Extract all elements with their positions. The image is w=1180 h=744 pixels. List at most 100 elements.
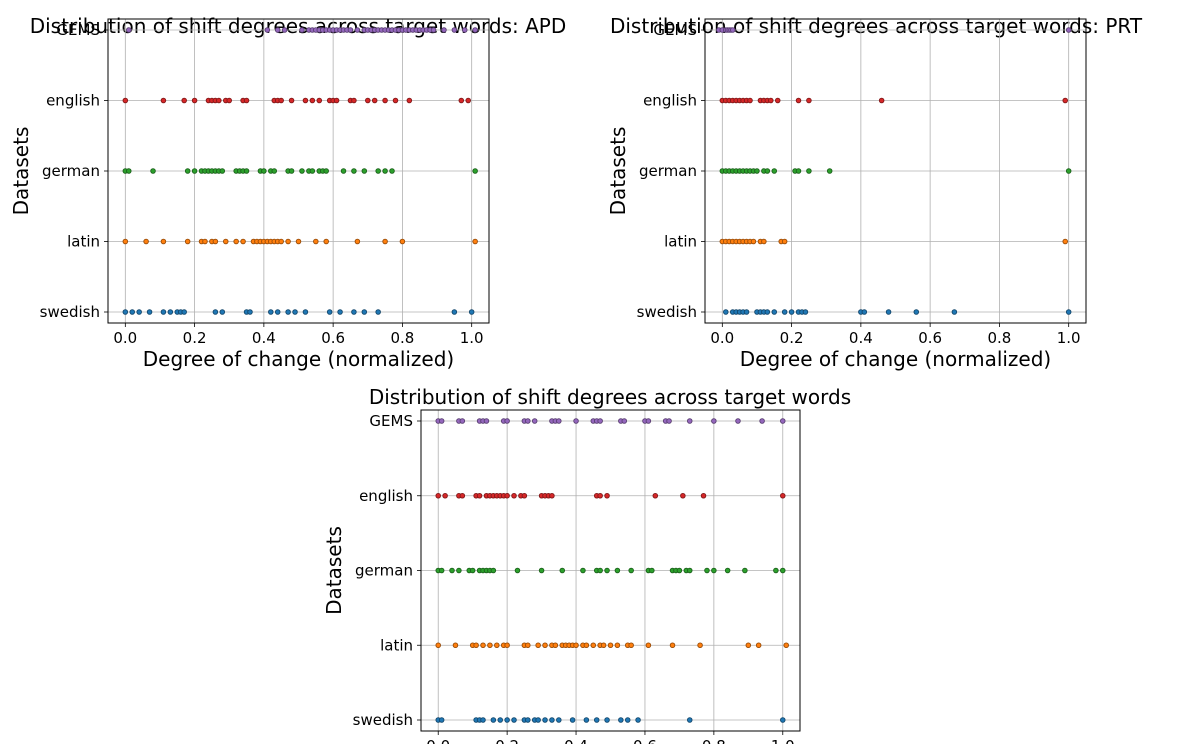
data-point-latin	[122, 238, 129, 245]
data-point-swedish	[583, 717, 590, 723]
data-point-gems	[441, 27, 447, 33]
y-tick-label: english	[46, 92, 100, 110]
data-point-english	[160, 97, 167, 104]
data-point-swedish	[1065, 309, 1072, 315]
data-point-swedish	[743, 309, 750, 315]
data-point-english	[476, 492, 483, 499]
data-point-gems	[686, 418, 693, 424]
data-point-latin	[697, 642, 703, 649]
data-point-german	[456, 567, 462, 574]
data-point-german	[742, 567, 748, 574]
data-point-english	[309, 97, 316, 104]
x-tick-label: 0.2	[495, 737, 519, 744]
data-point-latin	[669, 642, 676, 649]
data-point-german	[559, 567, 566, 574]
x-tick-label: 0.4	[564, 737, 588, 744]
data-point-swedish	[451, 309, 458, 315]
data-point-latin	[354, 238, 361, 245]
data-point-german	[649, 567, 655, 574]
data-point-gems	[525, 418, 531, 424]
data-point-latin	[573, 642, 579, 649]
data-point-latin	[628, 642, 634, 649]
y-axis-label: Datasets	[322, 526, 346, 615]
y-axis-label: Datasets	[9, 127, 33, 216]
data-point-english	[768, 97, 774, 104]
data-point-latin	[472, 238, 478, 245]
data-point-swedish	[604, 717, 610, 723]
data-point-german	[795, 168, 802, 174]
data-point-gems	[531, 418, 538, 424]
data-point-latin	[783, 642, 789, 649]
data-point-german	[704, 567, 710, 574]
x-tick-label: 1.0	[460, 329, 484, 347]
data-point-german	[299, 168, 305, 174]
data-point-german	[580, 567, 586, 574]
data-point-latin	[1062, 238, 1068, 245]
data-point-english	[604, 492, 610, 499]
data-point-gems	[735, 418, 741, 424]
data-point-latin	[600, 642, 607, 649]
data-point-swedish	[764, 309, 771, 315]
data-point-german	[340, 168, 347, 174]
data-point-latin	[535, 642, 541, 649]
data-point-gems	[780, 418, 786, 424]
data-point-latin	[285, 238, 291, 245]
data-point-english	[459, 492, 466, 499]
data-point-swedish	[593, 717, 600, 723]
data-point-gems	[573, 418, 579, 424]
data-point-english	[511, 492, 517, 499]
data-point-german	[754, 168, 760, 174]
data-point-gems	[1065, 27, 1072, 33]
data-point-english	[243, 97, 250, 104]
x-tick-label: 0.4	[849, 329, 873, 347]
data-point-swedish	[468, 309, 475, 315]
data-point-swedish	[480, 717, 486, 723]
data-point-gems	[472, 27, 478, 33]
data-point-german	[514, 567, 521, 574]
y-tick-label: GEMS	[56, 21, 100, 39]
data-point-swedish	[292, 309, 298, 315]
data-point-german	[1065, 168, 1072, 174]
data-point-english	[795, 97, 802, 104]
data-point-german	[219, 168, 226, 174]
data-point-swedish	[511, 717, 517, 723]
y-tick-label: GEMS	[369, 412, 413, 430]
data-point-english	[288, 97, 295, 104]
data-point-swedish	[525, 717, 531, 723]
data-point-english	[351, 97, 357, 104]
y-tick-label: english	[359, 487, 413, 505]
y-tick-label: latin	[380, 636, 413, 654]
data-point-latin	[399, 238, 406, 245]
data-point-german	[538, 567, 545, 574]
chart-apd: Distribution of shift degrees across tar…	[0, 0, 600, 372]
y-tick-label: english	[643, 92, 697, 110]
data-point-swedish	[788, 309, 795, 315]
x-axis-label: Degree of change (normalized)	[143, 347, 454, 371]
data-point-swedish	[549, 717, 555, 723]
data-point-swedish	[219, 309, 226, 315]
data-point-latin	[212, 238, 219, 245]
data-point-german	[449, 567, 455, 574]
data-point-swedish	[326, 309, 333, 315]
data-point-english	[700, 492, 707, 499]
data-point-latin	[750, 238, 757, 245]
data-point-latin	[202, 238, 208, 245]
data-point-swedish	[635, 717, 641, 723]
data-point-german	[389, 168, 395, 174]
data-point-swedish	[504, 717, 510, 723]
y-axis-label: Datasets	[606, 127, 630, 216]
data-point-latin	[755, 642, 762, 649]
data-point-swedish	[274, 309, 281, 315]
x-tick-label: 0.0	[710, 329, 734, 347]
x-tick-label: 1.0	[1057, 329, 1081, 347]
data-point-latin	[452, 642, 459, 649]
y-tick-label: german	[42, 162, 100, 180]
data-point-english	[521, 492, 528, 499]
data-point-german	[686, 567, 693, 574]
data-point-swedish	[212, 309, 219, 315]
data-point-swedish	[247, 309, 253, 315]
x-tick-label: 0.8	[987, 329, 1011, 347]
data-point-swedish	[913, 309, 920, 315]
data-point-english	[181, 97, 187, 104]
data-point-gems	[459, 418, 466, 424]
